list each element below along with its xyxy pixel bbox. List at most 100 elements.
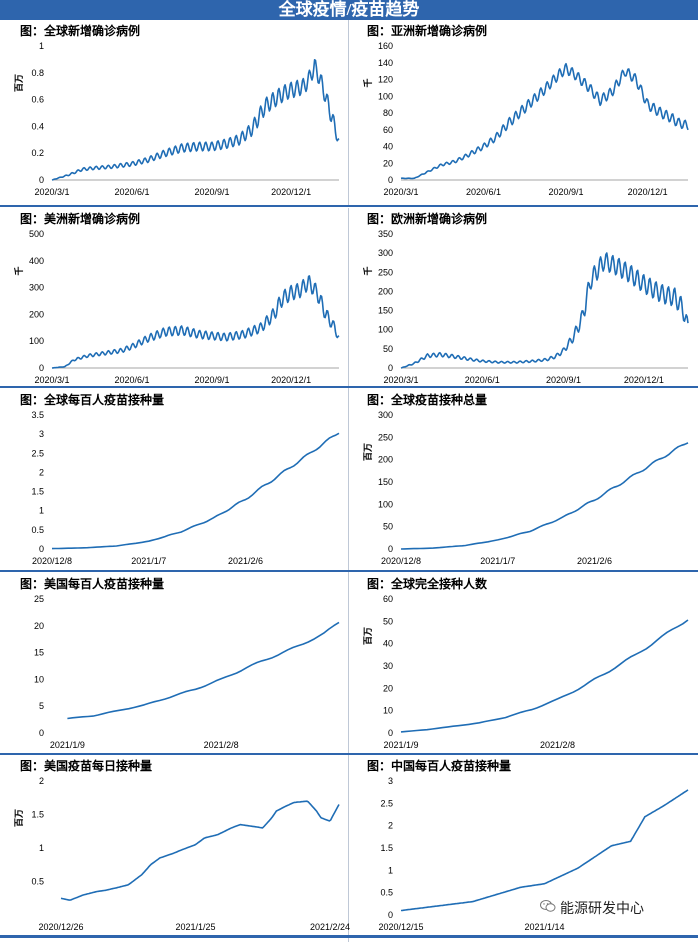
chart-title: 图：欧洲新增确诊病例 [367, 212, 488, 226]
row-separator [0, 386, 698, 388]
y-axis-unit-label: 百万 [14, 809, 24, 827]
chart-title: 图：全球完全接种人数 [367, 577, 488, 591]
y-tick-label: 50 [383, 344, 393, 354]
x-tick-label: 2020/3/1 [34, 375, 69, 385]
y-tick-label: 120 [378, 75, 393, 85]
y-tick-label: 50 [383, 616, 393, 626]
x-tick-label: 2021/2/6 [228, 556, 263, 566]
y-tick-label: 100 [378, 91, 393, 101]
chart-asia-new-cases: 0 20 40 60 80 100 120 140 160 千 2020/3/1 2020/6/1 20… [362, 41, 689, 197]
y-tick-label: 1.5 [380, 843, 393, 853]
x-tick-label: 2021/2/6 [577, 556, 612, 566]
series-line [400, 789, 689, 912]
chart-global-vaccination-total: 0 50 100 150 200 250 300 百万 2020/12/8 2021/1/7 202… [363, 410, 689, 566]
chart-china-vaccination-per-100: 0 0.5 1 1.5 2 2.5 3 2020/12/15 2021/1/14 [378, 776, 689, 932]
y-tick-label: 3 [39, 429, 44, 439]
y-tick-label: 0.5 [31, 877, 44, 887]
chart-title: 图：中国每百人疫苗接种量 [367, 759, 512, 773]
x-tick-label: 2020/9/1 [195, 375, 230, 385]
chart-title: 图：美国每百人疫苗接种量 [20, 577, 165, 591]
y-axis-unit-label: 千 [13, 266, 24, 275]
series-line [51, 275, 340, 369]
y-tick-label: 0 [39, 728, 44, 738]
y-tick-label: 20 [34, 621, 44, 631]
y-tick-label: 300 [29, 283, 44, 293]
y-tick-label: 5 [39, 701, 44, 711]
chart-europe-new-cases: 0 50 100 150 200 250 300 350 千 2020/3/1 2020/6/1 20… [362, 229, 689, 385]
x-tick-label: 2020/6/1 [466, 187, 501, 197]
x-tick-label: 2021/2/24 [310, 922, 350, 932]
series-line [400, 442, 689, 550]
y-tick-label: 1 [39, 41, 44, 51]
y-tick-label: 1 [39, 506, 44, 516]
y-axis-unit-label: 百万 [363, 443, 373, 461]
y-tick-label: 0.4 [31, 121, 44, 131]
series-line [51, 58, 340, 181]
x-tick-label: 2020/3/1 [383, 375, 418, 385]
y-tick-label: 0.8 [31, 68, 44, 78]
y-tick-label: 10 [34, 674, 44, 684]
x-tick-label: 2021/1/9 [50, 740, 85, 750]
row-separator [0, 570, 698, 572]
y-axis-unit-label: 百万 [14, 74, 24, 92]
y-tick-label: 0 [388, 175, 393, 185]
row-separator [0, 205, 698, 207]
chart-global-new-cases: 0 0.2 0.4 0.6 0.8 1 百万 2020/3/1 2020/6/1 2020/9/1… [14, 41, 340, 197]
y-tick-label: 60 [383, 594, 393, 604]
x-tick-label: 2020/6/1 [114, 375, 149, 385]
y-tick-label: 0 [39, 363, 44, 373]
x-tick-label: 2020/12/1 [624, 375, 664, 385]
y-tick-label: 250 [378, 267, 393, 277]
x-tick-label: 2021/1/14 [524, 922, 564, 932]
y-tick-label: 2 [39, 467, 44, 477]
y-tick-label: 2 [39, 776, 44, 786]
x-tick-label: 2020/6/1 [465, 375, 500, 385]
y-tick-label: 0 [39, 175, 44, 185]
y-tick-label: 300 [378, 410, 393, 420]
y-tick-label: 100 [378, 499, 393, 509]
x-tick-label: 2020/3/1 [383, 187, 418, 197]
x-tick-label: 2020/12/8 [32, 556, 72, 566]
y-tick-label: 40 [383, 142, 393, 152]
chart-panel-us-vaccination-per-100: 图：美国每百人疫苗接种量 0 5 10 15 20 25 2021/1/9 2021/2/8 [0, 573, 349, 760]
chart-americas-new-cases: 0 100 200 300 400 500 千 2020/3/1 2020/6/1 2020/9/… [13, 229, 340, 385]
chart-title: 图：全球新增确诊病例 [20, 24, 141, 38]
y-tick-label: 1.5 [31, 810, 44, 820]
chart-us-daily-vaccination: 0.5 1 1.5 2 百万 2020/12/26 2021/1/25 2021/2/24 [14, 776, 350, 932]
series-line [51, 432, 340, 550]
series-line [400, 619, 689, 733]
x-tick-label: 2020/3/1 [34, 187, 69, 197]
y-tick-label: 1 [388, 865, 393, 875]
y-axis-unit-label: 百万 [363, 627, 373, 645]
dashboard-title: 全球疫情/疫苗趋势 [0, 0, 698, 20]
chart-global-vaccination-per-100: 0 0.5 1 1.5 2 2.5 3 3.5 2020/12/8 2021/1/7 2021/2/… [31, 410, 340, 566]
series-line [400, 252, 689, 369]
x-tick-label: 2021/1/7 [480, 556, 515, 566]
y-tick-label: 100 [378, 325, 393, 335]
chart-panel-global-fully-vaccinated: 图：全球完全接种人数 0 10 20 30 40 50 60 百万 2021/1/9 2021/2… [349, 573, 698, 760]
y-axis-unit-label: 千 [362, 266, 373, 275]
chart-us-vaccination-per-100: 0 5 10 15 20 25 2021/1/9 2021/2/8 [34, 594, 340, 750]
chart-title: 图：亚洲新增确诊病例 [367, 24, 488, 38]
y-tick-label: 2.5 [31, 448, 44, 458]
y-tick-label: 25 [34, 594, 44, 604]
x-tick-label: 2021/2/8 [540, 740, 575, 750]
series-line [400, 62, 689, 180]
y-tick-label: 3 [388, 776, 393, 786]
y-tick-label: 0 [388, 363, 393, 373]
y-tick-label: 80 [383, 108, 393, 118]
y-tick-label: 150 [378, 477, 393, 487]
y-tick-label: 0 [388, 544, 393, 554]
x-tick-label: 2020/9/1 [546, 375, 581, 385]
chart-panel-americas-new-cases: 图：美洲新增确诊病例 0 100 200 300 400 500 千 2020/3/1 2020… [0, 208, 349, 395]
y-tick-label: 10 [383, 706, 393, 716]
y-tick-label: 60 [383, 125, 393, 135]
y-tick-label: 15 [34, 648, 44, 658]
wechat-icon [540, 900, 556, 912]
x-tick-label: 2021/2/8 [204, 740, 239, 750]
y-tick-label: 0.5 [31, 525, 44, 535]
watermark-text: 能源研发中心 [560, 900, 644, 916]
y-tick-label: 0 [39, 544, 44, 554]
y-tick-label: 20 [383, 683, 393, 693]
y-tick-label: 200 [29, 309, 44, 319]
